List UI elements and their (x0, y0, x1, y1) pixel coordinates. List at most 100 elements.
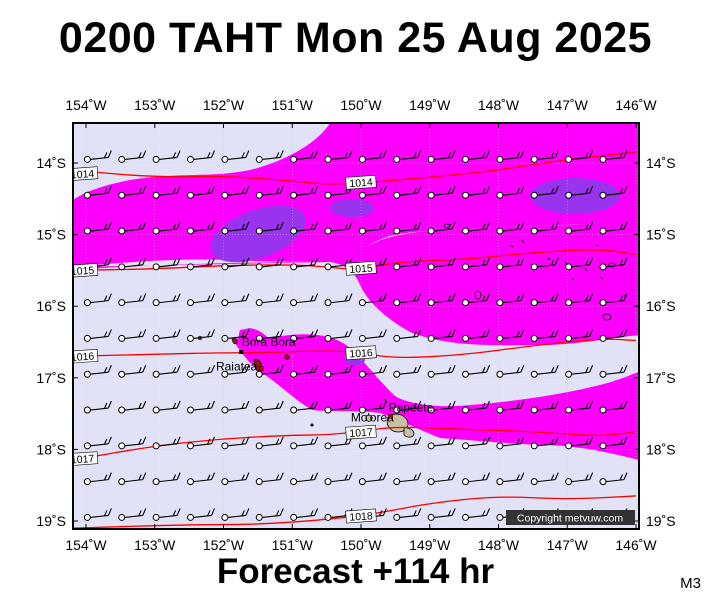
rain-band-lower (232, 334, 639, 460)
wind-barb (290, 329, 319, 342)
lat-label-left: 14˚S (36, 155, 66, 171)
svg-text:Mo'orea: Mo'orea (351, 411, 394, 425)
isobar-label: 1016 (345, 345, 377, 361)
wind-barb (358, 293, 387, 307)
svg-text:1015: 1015 (71, 265, 95, 279)
lat-label-left: 15˚S (36, 227, 66, 243)
wind-barb (530, 365, 559, 378)
svg-text:Bora Bora: Bora Bora (242, 335, 296, 349)
wind-barb (599, 257, 628, 271)
wind-barb (565, 472, 594, 486)
wind-barb (187, 329, 216, 342)
isobar-label: 1018 (345, 508, 377, 524)
wind-barb (393, 293, 422, 307)
isobar-1015 (73, 249, 637, 272)
wind-barb (427, 365, 456, 378)
moorea-island (365, 414, 373, 422)
svg-text:1016: 1016 (71, 351, 95, 365)
wind-barb (152, 436, 181, 450)
wind-barb (83, 329, 112, 342)
wind-barb (462, 150, 491, 163)
reef (310, 423, 314, 427)
copyright-box: Copyright metvuw.com (506, 510, 635, 525)
wind-barb (221, 293, 250, 307)
wind-barb (393, 472, 422, 486)
lon-label-bottom: 148˚W (478, 537, 520, 553)
wind-barb (393, 436, 422, 450)
island-label: Mo'orea (351, 411, 394, 425)
wind-barb (462, 508, 491, 521)
wind-barb (290, 150, 319, 163)
wind-barb (358, 365, 387, 378)
wind-barb (565, 293, 594, 307)
wind-barb (187, 436, 216, 450)
chart-title: 0200 TAHT Mon 25 Aug 2025 (58, 14, 653, 62)
svg-text:1016: 1016 (349, 347, 373, 361)
wind-barb (83, 365, 112, 378)
wind-barb (290, 436, 319, 450)
isobar-label: 1016 (71, 348, 99, 365)
wind-barb (530, 257, 559, 271)
lat-label-left: 17˚S (36, 370, 66, 386)
lat-label-right: 19˚S (646, 513, 676, 529)
wind-barb (462, 365, 491, 378)
lon-label-bottom: 150˚W (340, 537, 382, 553)
wind-barb (118, 150, 147, 163)
wind-barb (358, 400, 387, 414)
lon-label-bottom: 147˚W (547, 537, 589, 553)
wind-barb (83, 186, 112, 199)
lon-label-bottom: 149˚W (409, 537, 451, 553)
wind-barb (599, 400, 628, 414)
wind-barb (530, 329, 559, 342)
wind-barb (496, 293, 525, 307)
wind-barb (324, 150, 353, 163)
wind-barb (152, 400, 181, 414)
wind-barb (255, 329, 284, 342)
wind-barb (152, 257, 181, 271)
wind-barbs-layer (83, 150, 628, 521)
wind-barb (118, 472, 147, 486)
wind-barb (290, 257, 319, 271)
wind-barb (496, 257, 525, 271)
lon-label-bottom: 154˚W (65, 537, 107, 553)
wind-barb (393, 508, 422, 521)
svg-text:1015: 1015 (349, 262, 373, 276)
wind-barb (118, 293, 147, 307)
svg-text:1014: 1014 (349, 177, 373, 191)
lon-label-top: 150˚W (340, 97, 382, 113)
tahiti-iti-island (403, 427, 415, 438)
wind-barb (393, 257, 422, 271)
wind-barb (565, 436, 594, 450)
lon-label-bottom: 152˚W (203, 537, 245, 553)
wind-barb (187, 472, 216, 486)
wind-barb (83, 472, 112, 486)
wind-barb (187, 400, 216, 414)
wind-barb (393, 186, 422, 199)
wind-barb (83, 508, 112, 521)
model-label: M3 (680, 575, 701, 592)
lon-label-bottom: 146˚W (615, 537, 657, 553)
wind-barb (290, 508, 319, 521)
lat-label-right: 14˚S (646, 155, 676, 171)
wind-barb (118, 365, 147, 378)
wind-barb (83, 293, 112, 307)
wind-barb (221, 472, 250, 486)
wind-barb (152, 150, 181, 163)
wind-barb (118, 400, 147, 414)
isobar-label: 1015 (71, 263, 99, 279)
isobar-1016 (73, 338, 637, 359)
wind-barb (187, 150, 216, 163)
wind-barb (462, 472, 491, 486)
lat-label-left: 16˚S (36, 298, 66, 314)
axis-labels: 154˚W 154˚W 153˚W 153˚W 152˚W 152˚W 151˚W 151˚W… (36, 97, 675, 553)
island-label: Raiatea (216, 360, 264, 374)
wind-barb (462, 257, 491, 271)
wind-barb (152, 293, 181, 307)
wind-barb (324, 329, 353, 342)
wind-barb (599, 150, 628, 163)
wind-barb (427, 221, 456, 235)
svg-text:Raiatea: Raiatea (216, 360, 258, 374)
wind-barb (221, 508, 250, 521)
wind-barb (565, 257, 594, 271)
lon-label-bottom: 153˚W (134, 537, 176, 553)
